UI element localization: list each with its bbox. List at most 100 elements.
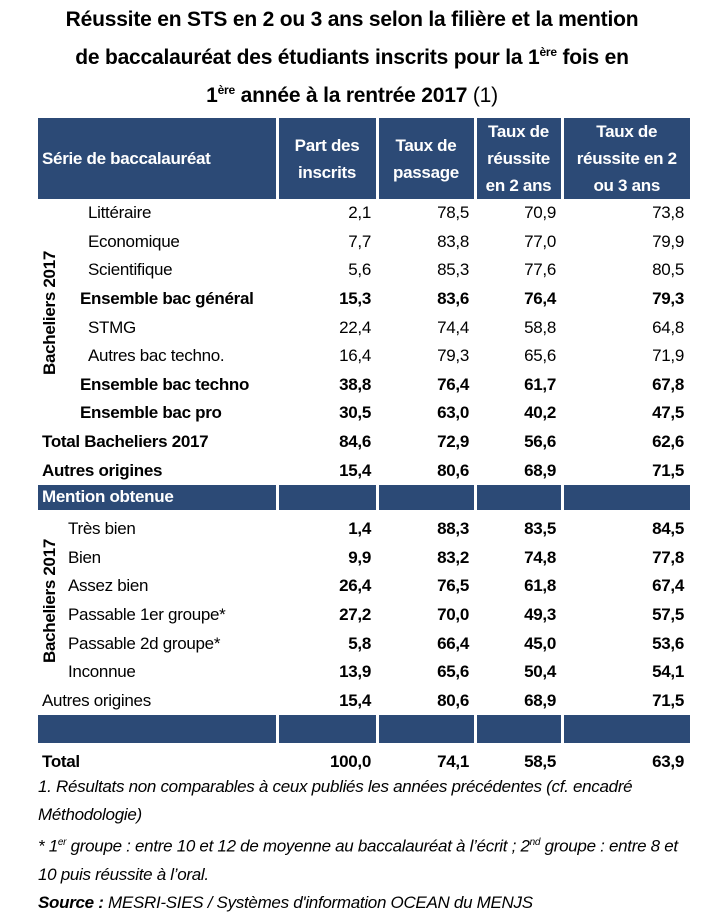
title-text: 1 (206, 84, 218, 107)
header-row: Série de baccalauréat Part des inscrits … (38, 118, 690, 199)
cell-value: 73,8 (652, 203, 684, 223)
row-label: Economique (88, 231, 180, 251)
cell-value: 79,3 (437, 346, 469, 366)
row-label: Ensemble bac pro (80, 403, 222, 423)
title-line-1: Réussite en STS en 2 ou 3 ans selon la f… (65, 8, 639, 31)
cell-value: 62,6 (652, 432, 684, 452)
cell-value: 63,0 (437, 403, 469, 423)
results-table: Série de baccalauréat Part des inscrits … (38, 118, 690, 777)
cell-value: 61,8 (524, 576, 556, 596)
cell-value: 5,8 (348, 633, 371, 653)
note-text: groupe : entre 10 et 12 de moyenne au ba… (66, 836, 530, 856)
cell-value: 72,9 (437, 432, 469, 452)
cell-value: 38,8 (339, 374, 371, 394)
title-text: fois en (556, 46, 629, 69)
cell-value: 1,4 (348, 519, 371, 539)
cell-value: 30,5 (339, 403, 371, 423)
cell-value: 80,6 (437, 690, 469, 710)
footnotes: 1. Résultats non comparables à ceux publ… (38, 773, 678, 917)
source-label: Source : (38, 892, 104, 912)
cell-value: 57,5 (652, 605, 684, 625)
blank-band-cell (560, 715, 690, 744)
blank-band-cell (473, 715, 562, 744)
row-label: Scientifique (88, 260, 173, 280)
cell-value: 13,9 (339, 662, 371, 682)
cell-value: 40,2 (524, 403, 556, 423)
cell-value: 74,4 (437, 317, 469, 337)
row-label: Autres origines (42, 690, 151, 710)
title-footnote-ref: (1) (472, 84, 498, 107)
cell-value: 70,0 (437, 605, 469, 625)
title-text: année à la rentrée 2017 (235, 84, 473, 107)
table-title: Réussite en STS en 2 ou 3 ans selon la f… (0, 4, 704, 112)
cell-value: 79,9 (652, 231, 684, 251)
table-row: Autres origines 15,4 80,6 68,9 71,5 (38, 456, 690, 485)
title-sup: ère (217, 83, 236, 97)
cell-value: 84,6 (339, 432, 371, 452)
table-row: Autres bac techno. 16,4 79,3 65,6 71,9 (38, 342, 690, 371)
cell-value: 85,3 (437, 260, 469, 280)
cell-value: 88,3 (437, 519, 469, 539)
cell-value: 26,4 (339, 576, 371, 596)
cell-value: 15,4 (339, 460, 371, 480)
cell-value: 76,4 (524, 289, 556, 309)
cell-value: 56,6 (524, 432, 556, 452)
cell-value: 7,7 (348, 231, 371, 251)
cell-value: 80,5 (652, 260, 684, 280)
note-sup: nd (529, 837, 541, 848)
cell-value: 71,5 (652, 460, 684, 480)
table-row: STMG 22,4 74,4 58,8 64,8 (38, 313, 690, 342)
cell-value: 9,9 (348, 547, 371, 567)
title-line-2: de baccalauréat des étudiants inscrits p… (0, 36, 704, 74)
table-row: Assez bien 26,4 76,5 61,8 67,4 (38, 572, 690, 601)
cell-value: 61,7 (524, 374, 556, 394)
table-row: Bien 9,9 83,2 74,8 77,8 (38, 544, 690, 573)
cell-value: 15,4 (339, 690, 371, 710)
header-serie: Série de baccalauréat (38, 118, 277, 199)
cell-value: 67,4 (652, 576, 684, 596)
table-row: Ensemble bac pro 30,5 63,0 40,2 47,5 (38, 399, 690, 428)
cell-value: 2,1 (348, 203, 371, 223)
row-label: Inconnue (68, 662, 136, 682)
table-row: Bacheliers 2017 Littéraire 2,1 78,5 70,9 73,8 (38, 199, 690, 375)
row-label: Passable 1er groupe* (68, 605, 226, 625)
cell-value: 47,5 (652, 403, 684, 423)
table-row: Scientifique 5,6 85,3 77,6 80,5 (38, 256, 690, 285)
cell-value: 27,2 (339, 605, 371, 625)
cell-value: 58,8 (524, 317, 556, 337)
mention-header-row: Mention obtenue (38, 484, 690, 510)
cell-value: 83,5 (524, 519, 556, 539)
cell-value: 58,5 (524, 752, 556, 772)
blank-band-row (38, 715, 690, 744)
cell-value: 77,0 (524, 231, 556, 251)
cell-value: 71,5 (652, 690, 684, 710)
blank-band-cell (375, 715, 475, 744)
row-group-label: Bacheliers 2017 (38, 515, 62, 687)
cell-value: 77,6 (524, 260, 556, 280)
mention-header: Mention obtenue (38, 484, 277, 510)
cell-value: 84,5 (652, 519, 684, 539)
title-sup: ère (539, 45, 557, 59)
cell-value: 53,6 (652, 633, 684, 653)
blank-band-cell (275, 715, 377, 744)
row-label: Bien (68, 547, 101, 567)
table-row: Ensemble bac techno 38,8 76,4 61,7 67,8 (38, 371, 690, 400)
header-band-cell (375, 484, 475, 510)
note-sup: er (57, 837, 67, 848)
cell-value: 76,4 (437, 374, 469, 394)
cell-value: 68,9 (524, 460, 556, 480)
cell-value: 80,6 (437, 460, 469, 480)
row-group-text: Bacheliers 2017 (40, 251, 59, 376)
cell-value: 50,4 (524, 662, 556, 682)
table-row: Total Bacheliers 2017 84,6 72,9 56,6 62,6 (38, 428, 690, 457)
row-label: Autres origines (42, 460, 163, 480)
row-label: Ensemble bac techno (80, 374, 250, 394)
table-row: Inconnue 13,9 65,6 50,4 54,1 (38, 658, 690, 687)
cell-value: 74,1 (437, 752, 469, 772)
cell-value: 22,4 (339, 317, 371, 337)
row-label: Passable 2d groupe* (68, 633, 221, 653)
cell-value: 83,6 (437, 289, 469, 309)
row-label: Très bien (68, 519, 136, 539)
header-reussite-2-3-ans: Taux de réussite en 2 ou 3 ans (560, 118, 690, 199)
table-row: Ensemble bac général 15,3 83,6 76,4 79,3 (38, 285, 690, 314)
